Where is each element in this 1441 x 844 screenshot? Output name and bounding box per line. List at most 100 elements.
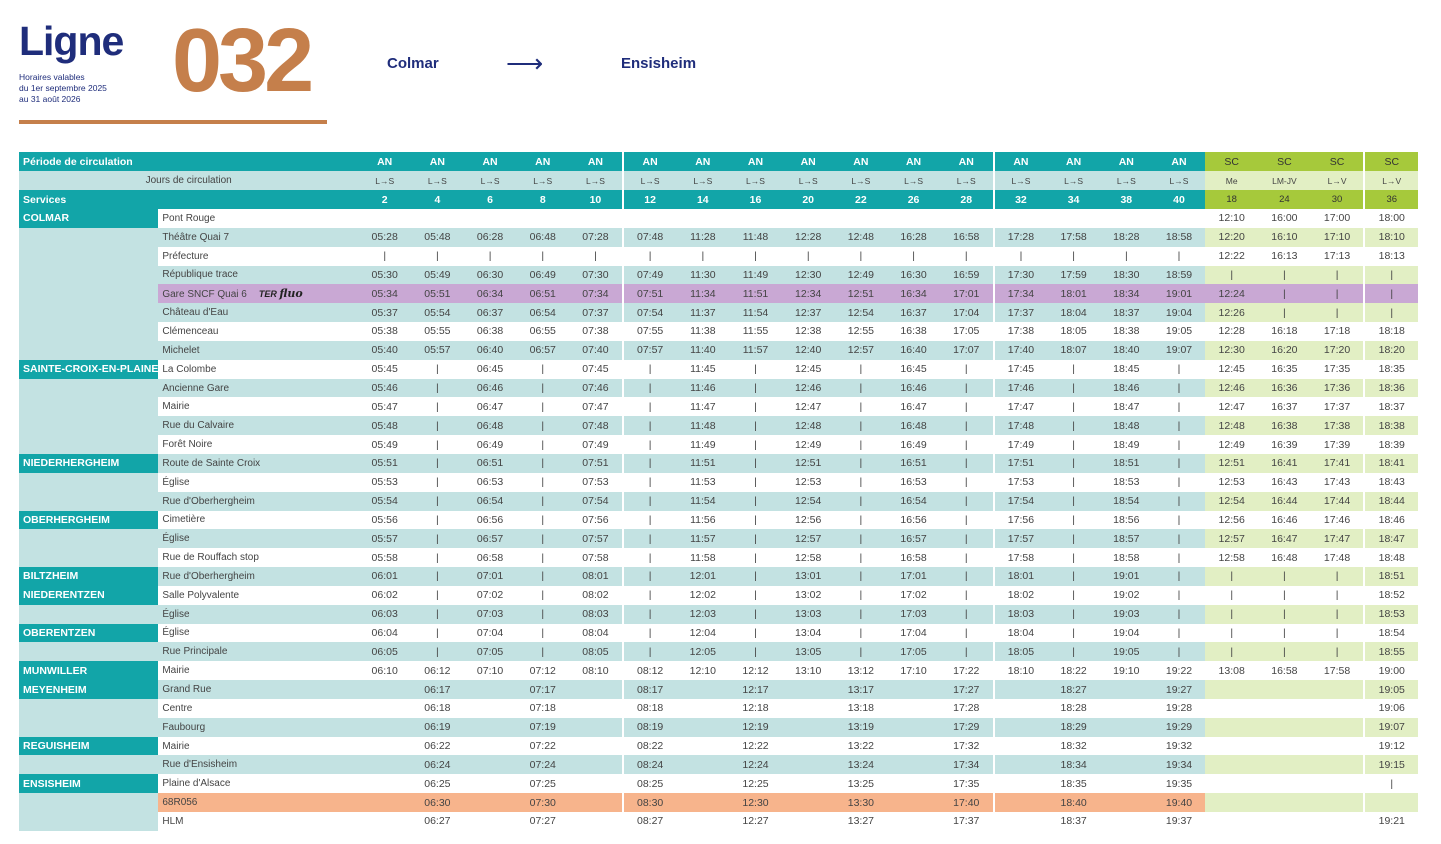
time-cell: 18:58 (1152, 227, 1206, 247)
table-row: REGUISHEIM Mairie 06:22 07:22 08:22 12:22 13:2… (19, 736, 1419, 756)
time-cell: | (621, 359, 677, 379)
time-cell: 06:54 (516, 303, 570, 323)
time-cell: 16:49 (900, 438, 927, 451)
time-cell (1205, 774, 1258, 793)
stop-name: Église (162, 476, 190, 488)
column-services-cell: 40 (1152, 190, 1206, 209)
time-cell: 18:04 (992, 623, 1048, 643)
time-cell: 17:58 (1323, 664, 1351, 677)
time-cell: | (1047, 453, 1100, 473)
time-cell: 05:51 (358, 453, 412, 473)
time-cell (569, 699, 623, 718)
line-number: 032 (172, 11, 314, 111)
time-cell: | (754, 400, 757, 413)
time-cell: | (1152, 416, 1206, 436)
stop-name-cell: Forêt Noire (158, 435, 358, 454)
time-cell: | (859, 250, 863, 263)
stop-name: Rue d'Oberhergheim (162, 570, 255, 582)
time-cell: 11:58 (690, 551, 716, 564)
table-row: Église 06:03 | 07:03 | 08:03 | 12:03 | 13:03 | 17:0… (19, 604, 1419, 624)
time-cell: 12:40 (781, 340, 835, 360)
time-cell: | (1047, 567, 1100, 586)
time-cell: | (964, 250, 968, 263)
time-cell: 18:00 (1363, 209, 1419, 228)
table-row: Rue du Calvaire 05:48 | 06:48 | 07:48 | 11:48 | 1… (19, 416, 1419, 436)
time-cell: 17:58 (992, 548, 1048, 568)
time-cell: 12:46 (1205, 378, 1259, 398)
time-cell: 17:28 (992, 227, 1048, 247)
column-periods-cell: AN (992, 152, 1048, 171)
column-periods-cell: SC (1205, 152, 1259, 171)
time-cell: 17:40 (992, 340, 1048, 360)
time-cell: 17:34 (939, 755, 994, 775)
time-cell (782, 209, 835, 228)
time-cell: 16:36 (1258, 378, 1311, 398)
time-cell: 07:38 (582, 325, 609, 338)
time-cell: | (806, 250, 810, 263)
stop-name: La Colombe (162, 363, 217, 375)
time-cell: 18:46 (1363, 510, 1419, 530)
time-cell: 06:22 (424, 740, 451, 753)
time-cell: 16:57 (887, 529, 940, 549)
time-cell: | (411, 567, 464, 586)
time-cell: | (1205, 265, 1259, 285)
time-cell: 18:36 (1363, 378, 1419, 398)
time-cell: 18:56 (1113, 513, 1140, 526)
time-cell: 12:24 (729, 755, 782, 775)
time-cell: | (1177, 626, 1181, 639)
column-periods-cell: AN (463, 152, 517, 171)
time-cell: 19:22 (1165, 664, 1193, 677)
stop-name-cell: Gare SNCF Quai 6 TER fluo (158, 284, 359, 304)
time-cell: 19:32 (1165, 740, 1193, 753)
time-cell: | (939, 378, 994, 398)
time-cell: | (1258, 642, 1311, 662)
time-cell: 16:18 (1271, 325, 1298, 338)
time-cell: 08:30 (621, 793, 677, 812)
time-cell: 07:48 (569, 416, 623, 436)
time-cell: 19:05 (1363, 680, 1419, 699)
time-cell: 18:45 (1113, 363, 1140, 376)
time-cell: 12:57 (834, 340, 888, 360)
time-cell: | (541, 551, 545, 564)
stop-name: Rue du Calvaire (162, 420, 235, 432)
commune-cell (19, 755, 159, 775)
stop-name-cell: Rue d'Oberhergheim (158, 491, 359, 511)
time-cell: 12:30 (781, 265, 835, 285)
time-cell (569, 209, 623, 228)
time-cell: 05:54 (358, 491, 412, 511)
stop-name-cell: Grand Rue (158, 680, 359, 699)
stop-name-cell: Église (158, 604, 359, 624)
time-cell: 12:37 (781, 303, 835, 323)
time-cell: 11:30 (676, 265, 730, 285)
time-cell: 12:38 (795, 325, 822, 338)
time-cell: | (964, 438, 968, 451)
time-cell: 11:57 (729, 340, 782, 360)
time-cell: | (1310, 265, 1365, 285)
commune-cell: NIEDERENTZEN (19, 585, 159, 605)
table-row: Faubourg 06:19 07:19 08:19 12:19 13:19 17:29 18… (19, 717, 1419, 737)
time-cell: 11:57 (676, 529, 730, 549)
time-cell: | (1072, 250, 1075, 263)
time-cell: | (1047, 529, 1100, 549)
time-cell: 05:58 (371, 551, 398, 564)
time-cell: 17:41 (1310, 453, 1365, 473)
time-cell: | (621, 642, 677, 662)
time-cell: | (621, 548, 677, 568)
column-periods-cell: AN (621, 152, 677, 171)
column-days-cell: L→S (939, 171, 994, 190)
stop-name-cell: Préfecture (158, 247, 358, 266)
time-cell: 17:57 (992, 529, 1048, 549)
time-cell (464, 737, 517, 756)
time-cell: 05:54 (411, 303, 464, 323)
time-cell (887, 717, 940, 737)
time-cell (464, 774, 517, 793)
column-periods-cell: AN (676, 152, 730, 171)
table-row: SAINTE-CROIX-EN-PLAINE La Colombe 05:45 | 06… (19, 359, 1419, 379)
time-cell: 16:56 (900, 513, 927, 526)
time-cell (1099, 812, 1153, 831)
stop-name-cell: Pont Rouge (158, 209, 358, 228)
time-cell (1100, 699, 1153, 718)
time-cell: 18:38 (1363, 416, 1419, 436)
commune-cell: MEYENHEIM (19, 680, 159, 699)
time-cell: | (834, 378, 888, 398)
